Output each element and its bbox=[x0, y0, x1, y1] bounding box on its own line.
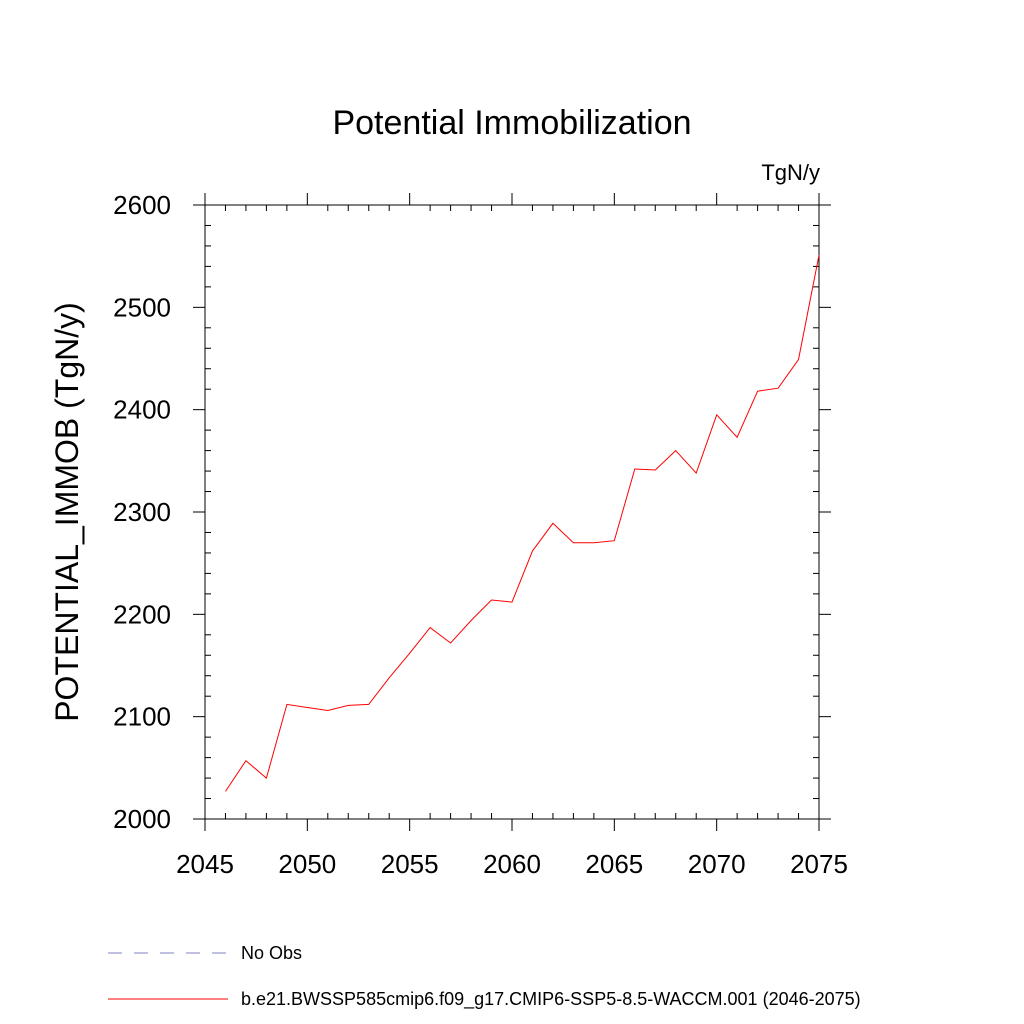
y-tick-label: 2100 bbox=[113, 702, 171, 732]
x-tick-label: 2065 bbox=[585, 849, 643, 879]
chart-title: Potential Immobilization bbox=[332, 104, 691, 142]
x-tick-label: 2060 bbox=[483, 849, 541, 879]
plot-frame bbox=[204, 204, 820, 820]
y-tick-label: 2400 bbox=[113, 395, 171, 425]
legend: No Obs b.e21.BWSSP585cmip6.f09_g17.CMIP6-… bbox=[108, 943, 861, 1010]
y-tick-label: 2200 bbox=[113, 599, 171, 629]
x-tick-label: 2075 bbox=[790, 849, 848, 879]
axis-tick-labels: 2000 2100 2200 2300 2400 2500 2600 2045 2050 2055… bbox=[113, 190, 848, 879]
series-layer bbox=[225, 255, 820, 792]
y-axis-label: POTENTIAL_IMMOB (TgN/y) bbox=[49, 302, 85, 722]
y-tick-label: 2600 bbox=[113, 190, 171, 220]
axis-ticks bbox=[193, 193, 831, 831]
legend-label: No Obs bbox=[241, 943, 302, 963]
x-tick-label: 2045 bbox=[176, 849, 234, 879]
x-tick-label: 2055 bbox=[381, 849, 439, 879]
units-label: TgN/y bbox=[761, 160, 820, 185]
x-tick-label: 2050 bbox=[278, 849, 336, 879]
y-tick-label: 2300 bbox=[113, 497, 171, 527]
series-line bbox=[225, 255, 820, 792]
y-tick-label: 2500 bbox=[113, 292, 171, 322]
y-tick-label: 2000 bbox=[113, 804, 171, 834]
legend-label: b.e21.BWSSP585cmip6.f09_g17.CMIP6-SSP5-8… bbox=[241, 989, 861, 1010]
x-tick-label: 2070 bbox=[688, 849, 746, 879]
